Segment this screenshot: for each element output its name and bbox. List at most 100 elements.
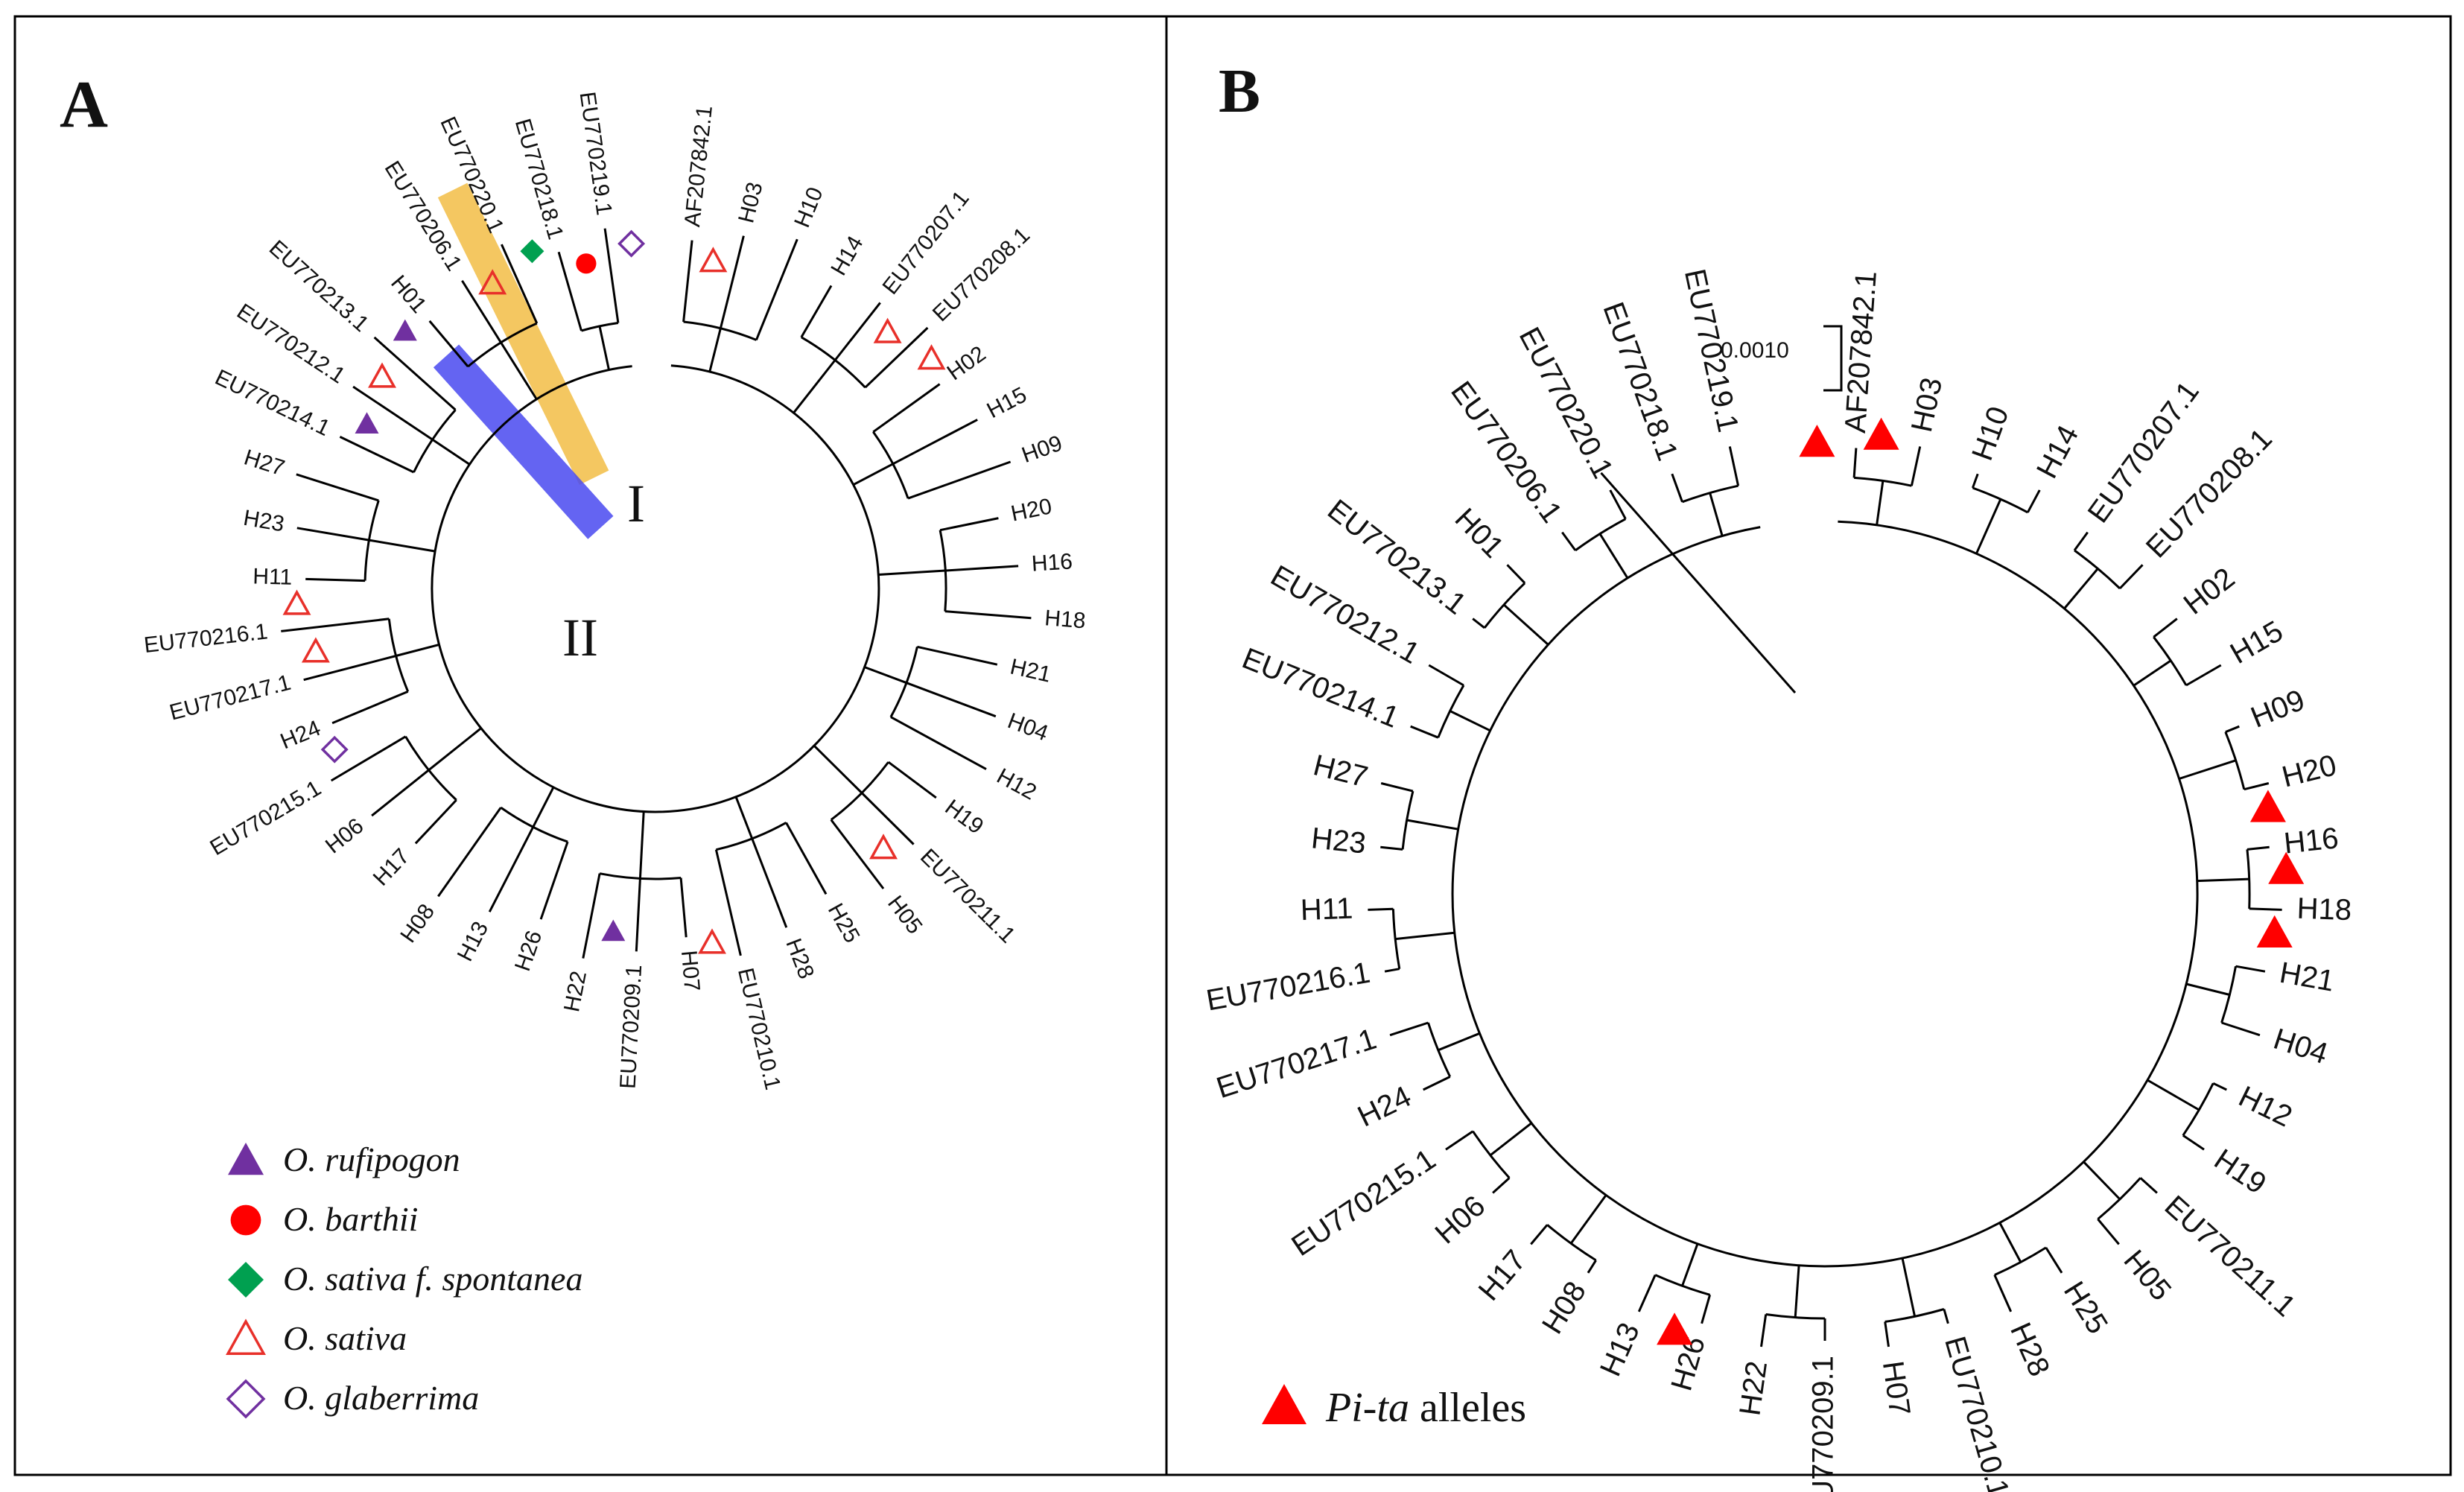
leaf-label: H11 xyxy=(1300,892,1353,927)
leaf-marker-barthii xyxy=(576,253,597,274)
clade-ii-label: II xyxy=(562,608,598,667)
stem-branch xyxy=(864,666,907,685)
stem-branch xyxy=(532,787,555,828)
leaf-marker-sativa xyxy=(698,928,726,954)
legend-label-sativa: O. sativa xyxy=(283,1319,407,1357)
scale-bar-line xyxy=(1823,325,1843,392)
legend-label-barthii: O. barthii xyxy=(283,1200,418,1238)
leaf-branch xyxy=(1587,1260,1597,1274)
stem-branch xyxy=(2147,1079,2200,1111)
leaf-branch xyxy=(830,819,885,889)
leaf-branch xyxy=(1428,664,1464,687)
leaf-label: H16 xyxy=(1031,549,1073,576)
leaf-branch xyxy=(603,228,620,323)
leaf-branch xyxy=(488,826,535,912)
pita-allele-marker xyxy=(2268,851,2305,884)
leaf-branch xyxy=(414,799,457,845)
leaf-marker-sativa xyxy=(368,362,396,388)
leaf-branch xyxy=(860,792,915,845)
internal-arc xyxy=(1654,1274,1711,1296)
panel-b-letter: B xyxy=(1219,57,1260,126)
leaf-marker-glaberrima xyxy=(617,229,646,258)
leaf-branch xyxy=(1728,446,1740,486)
root-arc xyxy=(1451,520,2199,1268)
leaf-label: H22 xyxy=(1733,1359,1774,1418)
clade-ii-highlight xyxy=(433,344,614,539)
leaf-branch xyxy=(281,618,390,632)
root-arc xyxy=(431,364,880,813)
leaf-marker-rufipogon xyxy=(601,919,626,942)
leaf-branch xyxy=(305,577,366,582)
stem-branch xyxy=(878,569,946,576)
pita-allele-marker xyxy=(1863,417,1899,450)
stem-branch xyxy=(500,342,538,400)
leaf-branch xyxy=(1760,1314,1768,1347)
pita-allele-marker xyxy=(1657,1312,1693,1345)
leaf-branch xyxy=(890,716,987,770)
stem-branch xyxy=(1681,1243,1699,1286)
leaf-branch xyxy=(352,385,434,441)
clade-highlights xyxy=(433,182,614,539)
scale-bar-label: 0.0010 xyxy=(1721,338,1789,363)
leaf-branch xyxy=(917,645,998,666)
leaf-branch xyxy=(800,285,833,338)
leaf-branch xyxy=(682,240,693,323)
leaf-branch xyxy=(1506,564,1526,584)
leaf-branch xyxy=(1445,1130,1474,1151)
leaf-branch xyxy=(833,302,881,361)
stem-branch xyxy=(1395,931,1455,941)
leaf-branch xyxy=(557,251,582,331)
stem-branch xyxy=(1794,1265,1800,1318)
legend-marker-rufipogon xyxy=(228,1143,264,1175)
leaf-branch xyxy=(1492,1177,1511,1194)
leaf-marker-sativa xyxy=(282,589,311,615)
figure-frame xyxy=(13,15,2452,1476)
pita-legend-triangle xyxy=(1262,1384,1306,1424)
leaf-branch xyxy=(1943,1309,1949,1324)
pita-allele-marker xyxy=(2256,915,2293,947)
leaf-branch xyxy=(2097,1218,2120,1245)
leaf-branch xyxy=(1410,725,1439,739)
leaf-label: H07 xyxy=(676,950,705,993)
leaf-label: H11 xyxy=(253,564,293,589)
leaf-branch xyxy=(1671,473,1683,503)
leaf-branch xyxy=(2235,965,2266,973)
leaf-branch xyxy=(872,383,941,434)
leaf-branch xyxy=(2026,489,2041,513)
stem-branch xyxy=(2179,759,2237,780)
leaf-branch xyxy=(303,655,396,682)
leaf-marker-sativa xyxy=(699,247,728,273)
leaf-branch xyxy=(2244,782,2270,791)
leaf-branch xyxy=(887,761,937,799)
leaf-branch xyxy=(1884,1321,1890,1347)
leaf-branch xyxy=(296,473,379,502)
stem-branch xyxy=(2133,659,2172,687)
panel-a-letter: A xyxy=(60,68,108,142)
leaf-marker-rufipogon xyxy=(393,319,417,341)
pita-rest: alleles xyxy=(1409,1385,1526,1431)
leaf-branch xyxy=(906,682,997,718)
leaf-branch xyxy=(1609,489,1627,520)
stem-branch xyxy=(2063,568,2099,609)
leaf-label: H23 xyxy=(1309,822,1368,860)
stem-branch xyxy=(1449,710,1491,732)
leaf-branch xyxy=(2185,664,2222,687)
leaf-branch xyxy=(371,769,430,817)
leaf-branch xyxy=(944,610,1032,620)
leaf-branch xyxy=(751,838,788,928)
leaf-branch xyxy=(2212,1082,2227,1091)
leaf-marker-spontanea xyxy=(520,239,544,264)
leaf-branch xyxy=(635,878,641,952)
leaf-branch xyxy=(1910,446,1922,486)
stem-branch xyxy=(1406,819,1458,831)
leaf-marker-sativa xyxy=(917,344,946,370)
legend-marker-barthii xyxy=(230,1204,261,1236)
leaf-branch xyxy=(945,565,1019,572)
leaf-branch xyxy=(1971,473,1979,489)
leaf-branch xyxy=(1852,448,1858,478)
leaf-branch xyxy=(785,822,828,895)
legend-marker-glaberrima xyxy=(226,1379,266,1419)
leaf-branch xyxy=(296,527,369,542)
stem-branch xyxy=(1998,1222,2022,1263)
